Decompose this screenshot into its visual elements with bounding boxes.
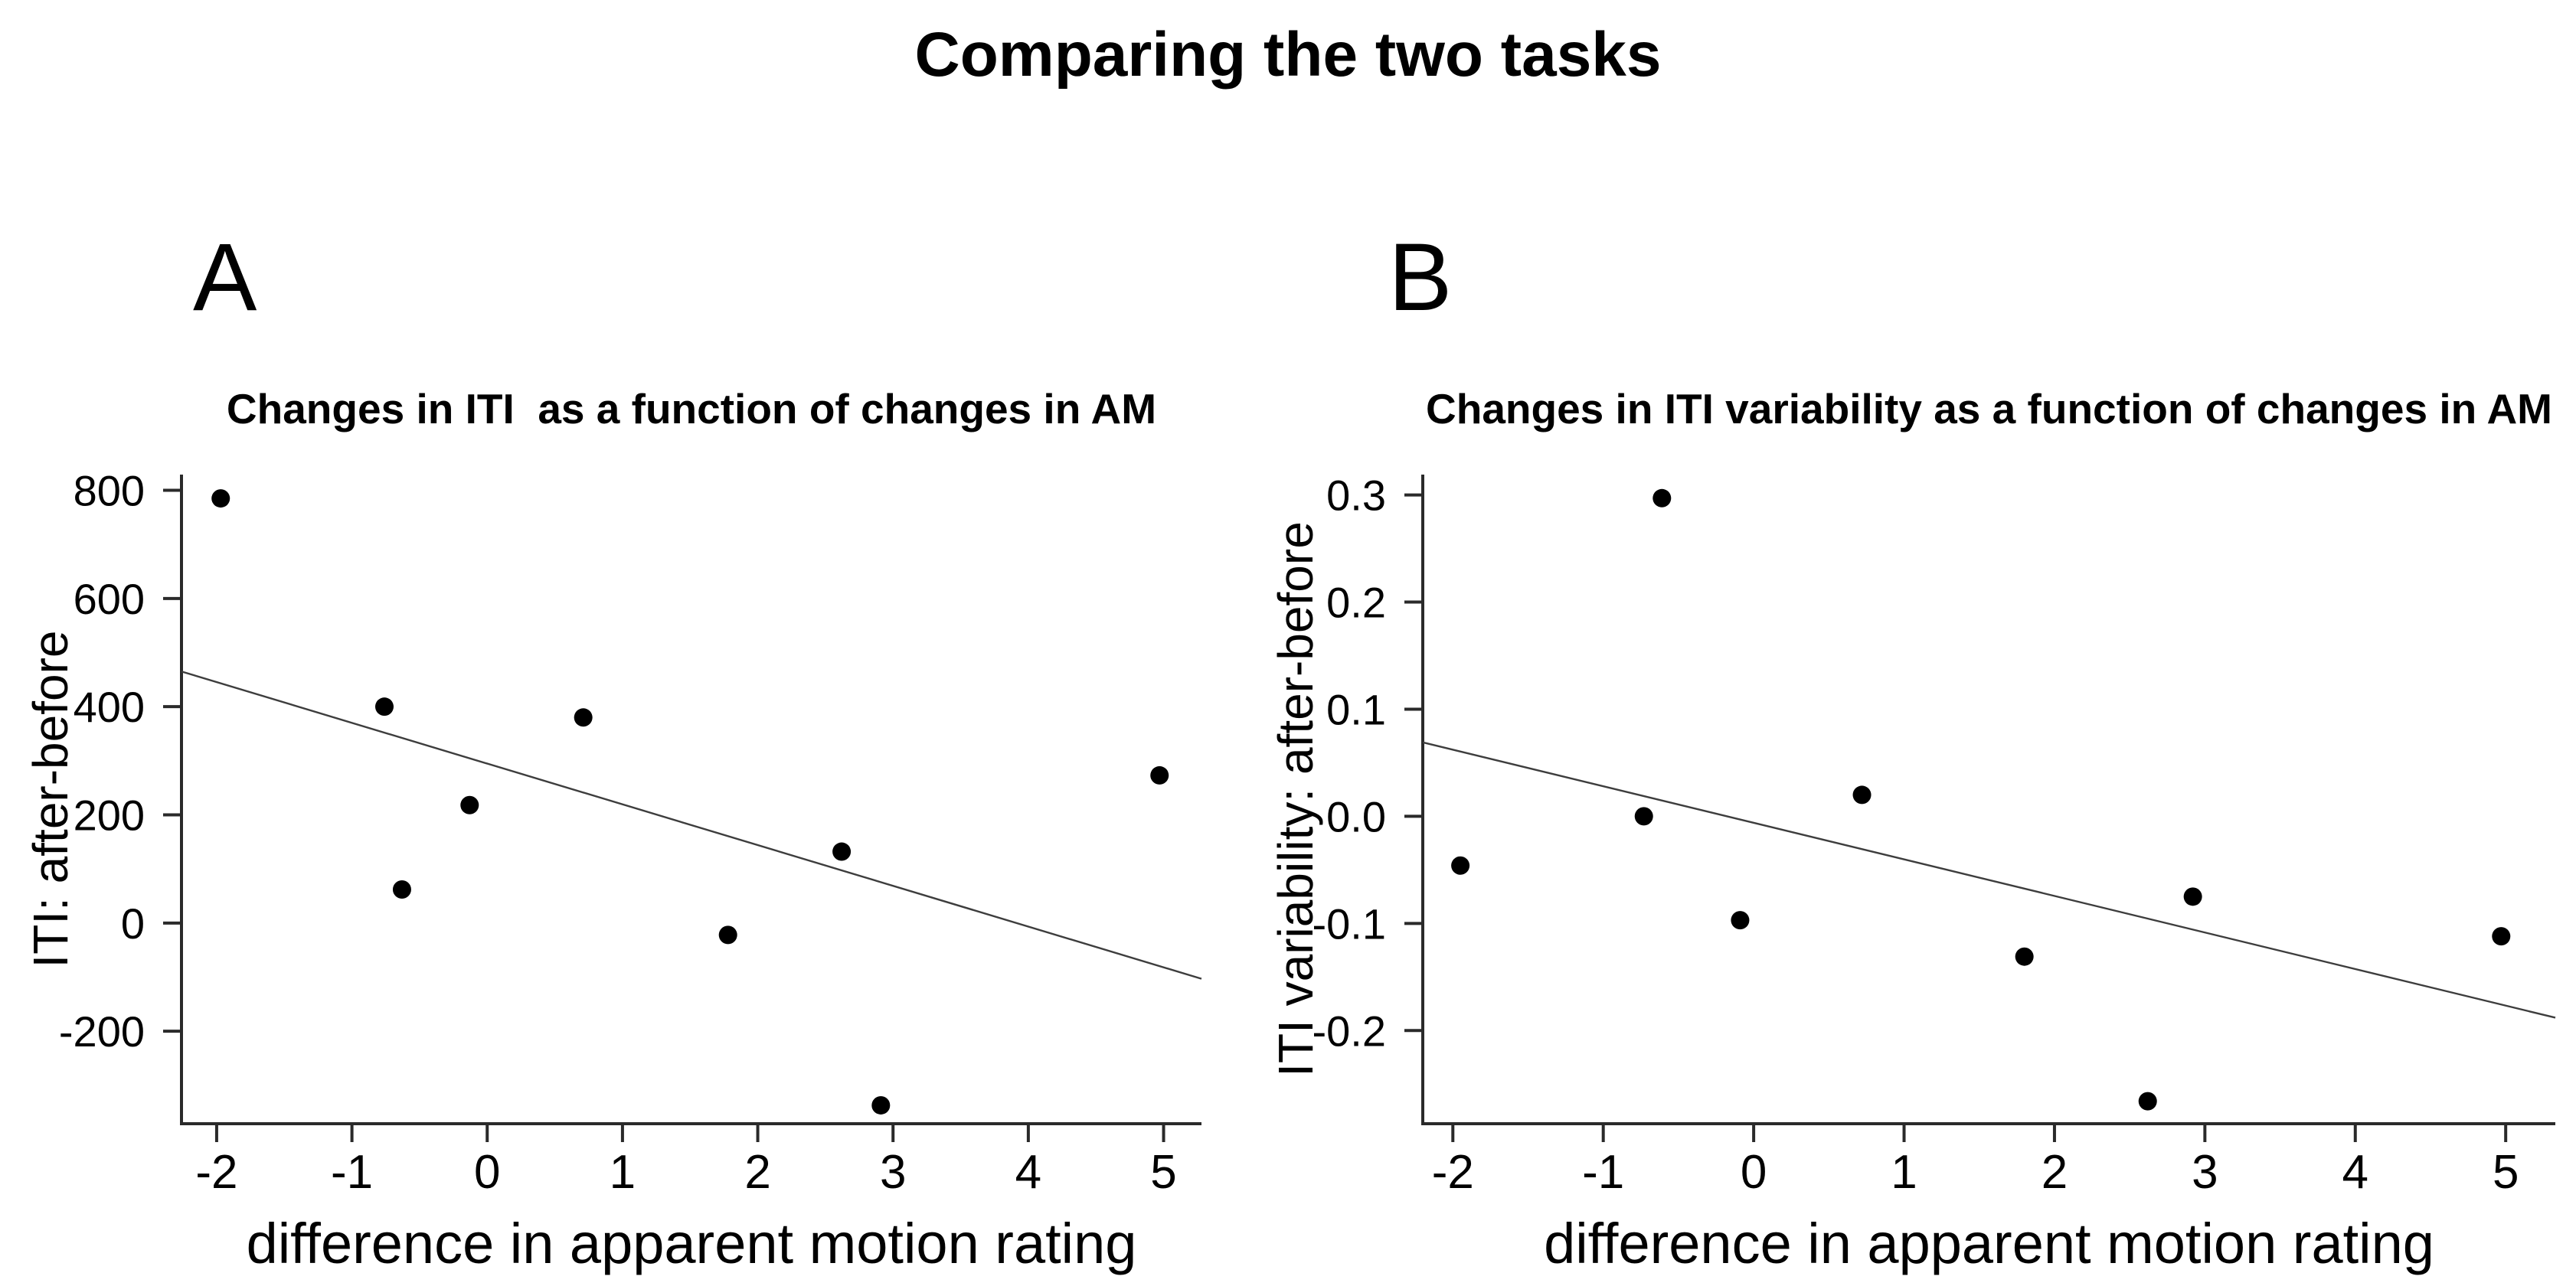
panel-a-data-point <box>1150 765 1169 785</box>
panel-b-data-point <box>1731 911 1750 930</box>
panel-b-title: Changes in ITI variability as a function… <box>1426 385 2552 432</box>
panel-a-y-tick-label: 200 <box>74 791 145 839</box>
panel-b-y-tick-label: 0.1 <box>1326 685 1386 733</box>
panel-a-y-tick-label: 800 <box>74 466 145 514</box>
panel-b-x-tick-label: 2 <box>2042 1146 2068 1199</box>
panel-a-x-tick-label: 1 <box>610 1146 636 1199</box>
panel-b-data-point <box>2015 947 2034 966</box>
panel-a-x-axis-label: difference in apparent motion rating <box>246 1212 1137 1275</box>
panel-b-y-tick-label: 0.0 <box>1326 792 1386 840</box>
panel-a-x-tick-label: 5 <box>1150 1146 1176 1199</box>
panel-b-x-tick-label: -1 <box>1582 1146 1624 1199</box>
panel-a-plot: -2 -1 0 1 2 3 4 5 800 600 400 200 0 -200 <box>59 466 1202 1199</box>
panel-a-data-point <box>574 708 593 727</box>
panel-a-data-point <box>832 842 852 861</box>
panel-b-data-point <box>2492 927 2511 946</box>
panel-b-data-point <box>2138 1092 2157 1111</box>
panel-b-data-point <box>1852 785 1872 805</box>
panel-a-data-point <box>871 1095 891 1115</box>
panel-a-x-tick-label: 3 <box>880 1146 906 1199</box>
panel-a-y-axis-label: ITI: after-before <box>23 630 78 968</box>
panel-a-letter: A <box>193 224 257 331</box>
panel-b-y-tick-label: 0.3 <box>1326 472 1386 520</box>
panel-a-title: Changes in ITI as a function of changes … <box>226 385 1157 432</box>
panel-b-plot: -2 -1 0 1 2 3 4 5 0.3 0.2 0.1 0.0 -0.1 -0.2 <box>1313 472 2556 1199</box>
panel-a-data-point <box>392 880 411 899</box>
panel-b-x-tick-label: 0 <box>1741 1146 1767 1199</box>
panel-b-y-tick-label: -0.1 <box>1313 899 1387 948</box>
figure-title: Comparing the two tasks <box>914 20 1662 90</box>
panel-b-x-tick-label: -2 <box>1432 1146 1474 1199</box>
panel-a-x-tick-label: 0 <box>474 1146 500 1199</box>
panel-b-x-tick-label: 1 <box>1891 1146 1917 1199</box>
panel-b-x-axis-label: difference in apparent motion rating <box>1544 1212 2434 1275</box>
panel-b-x-tick-label: 4 <box>2342 1146 2368 1199</box>
panel-b-y-tick-label: -0.2 <box>1313 1007 1387 1055</box>
panel-a-x-tick-label: -2 <box>195 1146 237 1199</box>
panel-a-y-tick-label: -200 <box>59 1007 145 1056</box>
panel-a-x-tick-label: -1 <box>331 1146 373 1199</box>
panel-b-data-point <box>1652 488 1672 508</box>
panel-b-regression-line <box>1422 741 2556 1019</box>
panel-b-y-axis-label: ITI variability: after-before <box>1268 521 1323 1077</box>
panel-b-x-tick-label: 3 <box>2192 1146 2218 1199</box>
panel-a-data-point <box>460 795 479 814</box>
panel-a-data-point <box>718 925 737 945</box>
panel-a-x-tick-label: 4 <box>1015 1146 1041 1199</box>
panel-a-data-point <box>211 489 230 508</box>
panel-a-data-point <box>374 697 394 716</box>
panel-b-data-point <box>2183 887 2202 906</box>
panel-a-x-tick-label: 2 <box>744 1146 770 1199</box>
panel-b-y-tick-label: 0.2 <box>1326 579 1386 627</box>
panel-a-y-tick-label: 600 <box>74 575 145 623</box>
panel-a-y-tick-label: 0 <box>121 899 145 948</box>
panel-b-letter: B <box>1388 224 1453 331</box>
panel-b-data-point <box>1634 807 1653 826</box>
panel-b-x-tick-label: 5 <box>2493 1146 2519 1199</box>
panel-a-regression-line <box>181 671 1202 980</box>
panel-a-y-tick-label: 400 <box>74 683 145 731</box>
panel-b-data-point <box>1451 856 1470 875</box>
